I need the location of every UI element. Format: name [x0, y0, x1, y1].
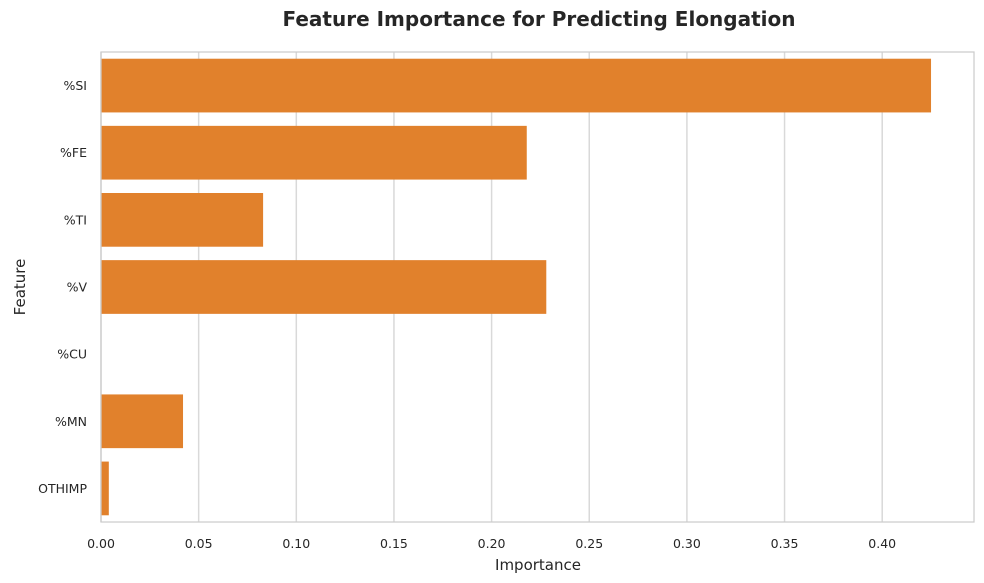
- x-tick-label: 0.35: [771, 536, 799, 551]
- y-tick-label: OTHIMP: [38, 481, 87, 496]
- chart-title: Feature Importance for Predicting Elonga…: [283, 7, 796, 31]
- bar: [101, 125, 527, 180]
- y-tick-label: %CU: [57, 347, 87, 362]
- y-tick-label: %TI: [64, 212, 87, 227]
- y-tick-label: %FE: [60, 145, 87, 160]
- x-tick-label: 0.10: [282, 536, 310, 551]
- y-tick-label: %MN: [55, 414, 87, 429]
- bar: [101, 260, 547, 314]
- plot-frame: [100, 51, 975, 523]
- bar: [101, 394, 184, 449]
- x-tick-labels: 0.00 0.05 0.10 0.15 0.20 0.25 0.30 0.35 0.40: [87, 536, 896, 551]
- x-tick-label: 0.00: [87, 536, 115, 551]
- x-tick-label: 0.20: [478, 536, 506, 551]
- bar: [101, 461, 109, 516]
- y-tick-labels: %SI %FE %TI %V %CU %MN OTHIMP: [38, 78, 87, 496]
- x-tick-label: 0.30: [673, 536, 701, 551]
- bar: [101, 193, 264, 247]
- x-tick-label: 0.15: [380, 536, 408, 551]
- x-tick-label: 0.05: [185, 536, 213, 551]
- y-tick-label: %SI: [64, 78, 88, 93]
- x-axis-label: Importance: [495, 556, 581, 574]
- y-axis-label: Feature: [11, 259, 29, 316]
- x-tick-label: 0.25: [575, 536, 603, 551]
- bar: [101, 58, 932, 113]
- y-tick-label: %V: [67, 280, 88, 295]
- x-tick-label: 0.40: [868, 536, 896, 551]
- bars: [101, 58, 932, 516]
